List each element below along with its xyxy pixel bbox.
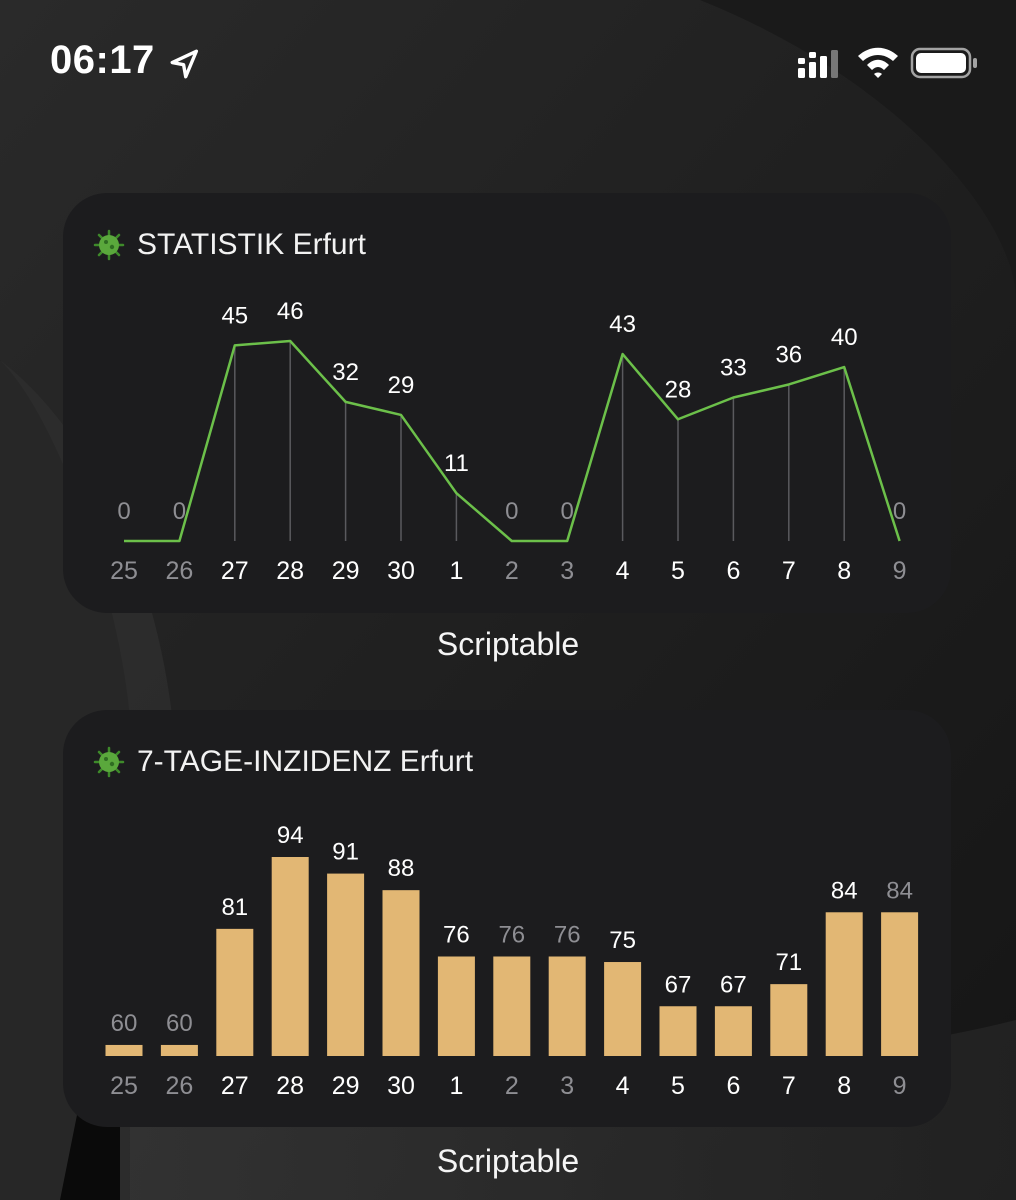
- x-tick-label: 4: [616, 1072, 630, 1100]
- bar: [881, 912, 919, 1056]
- x-tick-label: 8: [837, 1072, 851, 1100]
- x-tick-label: 25: [110, 557, 138, 585]
- data-label: 33: [720, 355, 747, 382]
- x-tick-label: 5: [671, 557, 685, 585]
- x-tick-label: 6: [726, 1072, 740, 1100]
- bar: [493, 956, 531, 1056]
- data-label: 0: [173, 498, 186, 525]
- bar: [548, 956, 586, 1056]
- data-label: 75: [609, 927, 636, 954]
- x-tick-label: 30: [387, 1072, 415, 1100]
- data-label: 60: [166, 1010, 193, 1037]
- location-arrow-icon: [170, 49, 199, 79]
- widget-header: 7-TAGE-INZIDENZ Erfurt: [93, 744, 473, 780]
- virus-icon: [93, 229, 125, 261]
- x-tick-label: 6: [726, 557, 740, 585]
- widget-app-label: Scriptable: [436, 626, 580, 662]
- data-label: 0: [117, 498, 130, 525]
- x-tick-label: 7: [782, 1072, 796, 1100]
- data-label: 11: [444, 450, 469, 477]
- x-tick-label: 7: [782, 557, 796, 585]
- bar: [327, 873, 365, 1056]
- x-tick-label: 27: [221, 557, 249, 585]
- x-tick-label: 29: [332, 1072, 360, 1100]
- data-label: 84: [886, 877, 913, 904]
- data-label: 28: [665, 376, 692, 403]
- bar: [160, 1044, 198, 1056]
- x-tick-label: 4: [616, 557, 630, 585]
- bar: [659, 1006, 697, 1056]
- x-tick-label: 28: [276, 557, 304, 585]
- x-tick-label: 1: [449, 1072, 463, 1100]
- status-time: 06:17: [50, 38, 155, 82]
- data-label: 60: [111, 1010, 138, 1037]
- data-label: 84: [831, 877, 858, 904]
- x-tick-label: 1: [449, 557, 463, 585]
- series-line: [124, 339, 901, 543]
- bar: [604, 962, 642, 1056]
- x-tick-label: 25: [110, 1072, 138, 1100]
- bar: [437, 956, 475, 1056]
- data-label: 0: [561, 498, 574, 525]
- data-label: 88: [388, 855, 415, 882]
- x-tick-label: 8: [837, 557, 851, 585]
- inzidenz-widget[interactable]: 7-TAGE-INZIDENZ Erfurt 60 60 81 94 91 88 76 76 7…: [63, 710, 951, 1127]
- wifi-icon: [858, 47, 898, 78]
- x-tick-label: 9: [893, 1072, 907, 1100]
- data-label: 29: [388, 372, 415, 399]
- x-tick-label: 30: [387, 557, 415, 585]
- bar: [714, 1006, 752, 1056]
- x-tick-label: 26: [165, 1072, 193, 1100]
- data-label: 76: [443, 922, 470, 949]
- battery-icon: [910, 47, 977, 79]
- x-tick-label: 9: [893, 557, 907, 585]
- x-tick-label: 2: [505, 557, 519, 585]
- data-label: 32: [332, 359, 359, 386]
- data-label: 0: [893, 498, 906, 525]
- data-label: 36: [775, 341, 802, 368]
- bar: [216, 928, 254, 1056]
- x-tick-label: 2: [505, 1072, 519, 1100]
- data-label: 91: [332, 839, 359, 866]
- data-label: 94: [277, 822, 304, 849]
- x-tick-label: 29: [332, 557, 360, 585]
- x-tick-label: 28: [276, 1072, 304, 1100]
- data-label: 71: [775, 949, 802, 976]
- data-label: 43: [609, 311, 636, 338]
- x-tick-label: 5: [671, 1072, 685, 1100]
- widget-title: 7-TAGE-INZIDENZ Erfurt: [137, 745, 474, 778]
- x-tick-label: 27: [221, 1072, 249, 1100]
- data-label: 81: [221, 894, 248, 921]
- status-bar: 06:17: [0, 0, 1016, 120]
- virus-icon: [93, 746, 125, 778]
- bar: [105, 1044, 143, 1056]
- data-label: 45: [221, 302, 248, 329]
- statistik-widget[interactable]: STATISTIK Erfurt 0 0 45 46 32 29 11 0 0 43 28 33 36 4…: [63, 193, 951, 613]
- data-label: 67: [665, 971, 692, 998]
- data-label: 67: [720, 971, 747, 998]
- widget-title: STATISTIK Erfurt: [137, 228, 366, 261]
- bar: [770, 984, 808, 1056]
- data-label: 40: [831, 324, 858, 351]
- signal-icon: [798, 50, 838, 78]
- data-label: 46: [277, 298, 304, 325]
- x-tick-label: 3: [560, 557, 574, 585]
- data-label: 76: [498, 922, 525, 949]
- bar: [825, 912, 863, 1056]
- bar: [382, 890, 420, 1056]
- data-label: 0: [505, 498, 518, 525]
- widget-header: STATISTIK Erfurt: [93, 227, 366, 263]
- x-tick-label: 26: [165, 557, 193, 585]
- bar: [271, 857, 309, 1056]
- widget-app-label: Scriptable: [436, 1143, 580, 1179]
- data-label: 76: [554, 922, 581, 949]
- x-tick-label: 3: [560, 1072, 574, 1100]
